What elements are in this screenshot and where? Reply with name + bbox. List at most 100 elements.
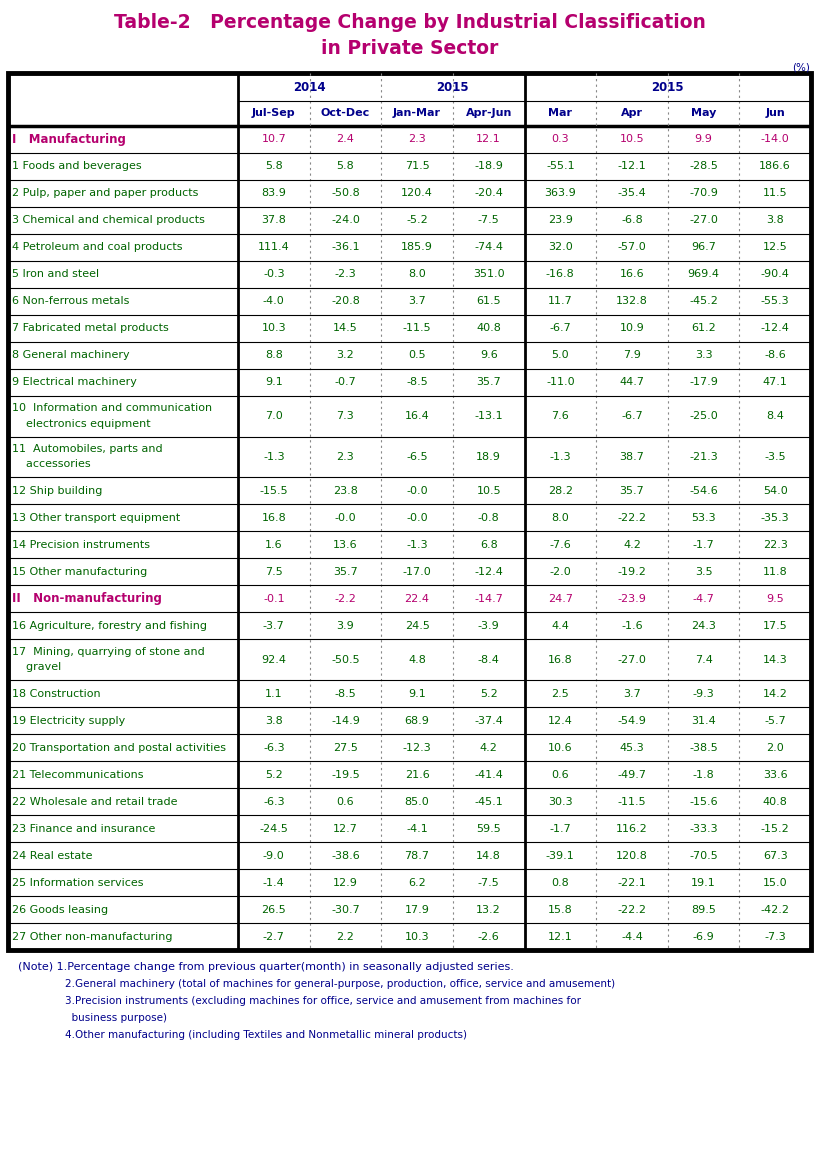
Text: 3.8: 3.8 <box>265 716 283 725</box>
Text: -12.4: -12.4 <box>474 566 503 577</box>
Text: -0.8: -0.8 <box>477 512 500 523</box>
Text: 3.2: 3.2 <box>337 350 355 361</box>
Text: 22.4: 22.4 <box>405 594 429 604</box>
Text: -8.5: -8.5 <box>335 688 356 699</box>
Text: -57.0: -57.0 <box>618 242 646 253</box>
Text: 16.6: 16.6 <box>620 269 645 279</box>
Text: 96.7: 96.7 <box>691 242 716 253</box>
Text: -37.4: -37.4 <box>474 716 503 725</box>
Text: -17.0: -17.0 <box>403 566 432 577</box>
Text: -21.3: -21.3 <box>689 452 718 462</box>
Text: 7.4: 7.4 <box>695 655 713 665</box>
Text: -20.8: -20.8 <box>331 296 360 307</box>
Text: -24.0: -24.0 <box>331 216 360 225</box>
Text: (Note) 1.Percentage change from previous quarter(month) in seasonally adjusted s: (Note) 1.Percentage change from previous… <box>18 962 514 972</box>
Text: 11.7: 11.7 <box>548 296 572 307</box>
Text: -24.5: -24.5 <box>260 824 288 833</box>
Text: 67.3: 67.3 <box>762 850 788 861</box>
Text: -27.0: -27.0 <box>689 216 718 225</box>
Text: 19.1: 19.1 <box>691 878 716 887</box>
Text: 3.3: 3.3 <box>695 350 713 361</box>
Text: -6.3: -6.3 <box>263 796 285 807</box>
Text: 13.6: 13.6 <box>333 540 358 550</box>
Text: -54.9: -54.9 <box>618 716 646 725</box>
Text: 61.5: 61.5 <box>477 296 501 307</box>
Text: 4.2: 4.2 <box>480 742 498 753</box>
Text: 83.9: 83.9 <box>261 188 287 199</box>
Text: 59.5: 59.5 <box>477 824 501 833</box>
Text: 10.3: 10.3 <box>405 932 429 941</box>
Text: 9.5: 9.5 <box>767 594 784 604</box>
Text: 2.3: 2.3 <box>337 452 355 462</box>
Text: -33.3: -33.3 <box>690 824 718 833</box>
Text: gravel: gravel <box>12 662 61 672</box>
Text: 11  Automobiles, parts and: 11 Automobiles, parts and <box>12 444 163 454</box>
Text: 9 Electrical machinery: 9 Electrical machinery <box>12 377 137 387</box>
Text: 16.8: 16.8 <box>548 655 572 665</box>
Text: -49.7: -49.7 <box>618 770 646 779</box>
Text: 6.8: 6.8 <box>480 540 498 550</box>
Text: 13 Other transport equipment: 13 Other transport equipment <box>12 512 180 523</box>
Text: 2.2: 2.2 <box>337 932 355 941</box>
Text: 6 Non-ferrous metals: 6 Non-ferrous metals <box>12 296 129 307</box>
Text: 2.General machinery (total of machines for general-purpose, production, office, : 2.General machinery (total of machines f… <box>66 979 615 989</box>
Text: 20 Transportation and postal activities: 20 Transportation and postal activities <box>12 742 226 753</box>
Text: 13.2: 13.2 <box>477 904 501 915</box>
Text: 16.8: 16.8 <box>261 512 286 523</box>
Text: -22.2: -22.2 <box>618 512 646 523</box>
Text: in Private Sector: in Private Sector <box>321 39 498 57</box>
Text: 30.3: 30.3 <box>548 796 572 807</box>
Text: 12.9: 12.9 <box>333 878 358 887</box>
Text: -12.4: -12.4 <box>761 323 790 333</box>
Text: II   Non-manufacturing: II Non-manufacturing <box>12 593 162 606</box>
Text: 0.3: 0.3 <box>551 134 569 145</box>
Text: -22.1: -22.1 <box>618 878 646 887</box>
Text: 9.1: 9.1 <box>265 377 283 387</box>
Text: 14.2: 14.2 <box>762 688 788 699</box>
Text: 21.6: 21.6 <box>405 770 429 779</box>
Text: -1.6: -1.6 <box>621 620 643 631</box>
Text: 17.9: 17.9 <box>405 904 429 915</box>
Text: 33.6: 33.6 <box>762 770 788 779</box>
Text: Jan-Mar: Jan-Mar <box>393 108 441 118</box>
Text: -1.7: -1.7 <box>550 824 571 833</box>
Text: -2.0: -2.0 <box>550 566 571 577</box>
Text: 3.Precision instruments (excluding machines for office, service and amusement fr: 3.Precision instruments (excluding machi… <box>66 996 581 1007</box>
Text: 1.1: 1.1 <box>265 688 283 699</box>
Text: -0.0: -0.0 <box>335 512 356 523</box>
Text: 16.4: 16.4 <box>405 411 429 422</box>
Text: 22 Wholesale and retail trade: 22 Wholesale and retail trade <box>12 796 178 807</box>
Text: 24 Real estate: 24 Real estate <box>12 850 93 861</box>
Text: -11.0: -11.0 <box>546 377 575 387</box>
Text: -39.1: -39.1 <box>546 850 575 861</box>
Text: -4.4: -4.4 <box>621 932 643 941</box>
Text: -4.7: -4.7 <box>693 594 714 604</box>
Text: 21 Telecommunications: 21 Telecommunications <box>12 770 143 779</box>
Text: 2015: 2015 <box>437 80 469 94</box>
Text: 35.7: 35.7 <box>333 566 358 577</box>
Text: -6.7: -6.7 <box>621 411 643 422</box>
Text: 2.3: 2.3 <box>408 134 426 145</box>
Text: -16.8: -16.8 <box>546 269 575 279</box>
Text: -9.0: -9.0 <box>263 850 285 861</box>
Text: -45.2: -45.2 <box>689 296 718 307</box>
Text: 2.5: 2.5 <box>551 688 569 699</box>
Text: 35.7: 35.7 <box>619 486 645 496</box>
Text: -8.6: -8.6 <box>764 350 786 361</box>
Text: -90.4: -90.4 <box>761 269 790 279</box>
Text: 8.0: 8.0 <box>408 269 426 279</box>
Text: -6.5: -6.5 <box>406 452 428 462</box>
Text: 23 Finance and insurance: 23 Finance and insurance <box>12 824 156 833</box>
Text: 8.4: 8.4 <box>767 411 784 422</box>
Text: -1.7: -1.7 <box>693 540 714 550</box>
Text: 12.7: 12.7 <box>333 824 358 833</box>
Text: 14.8: 14.8 <box>477 850 501 861</box>
Text: -11.5: -11.5 <box>403 323 432 333</box>
Text: 11.5: 11.5 <box>762 188 788 199</box>
Text: 7.5: 7.5 <box>265 566 283 577</box>
Text: 19 Electricity supply: 19 Electricity supply <box>12 716 125 725</box>
Text: -0.1: -0.1 <box>263 594 285 604</box>
Text: -35.3: -35.3 <box>761 512 790 523</box>
Text: 10.5: 10.5 <box>620 134 645 145</box>
Text: -15.5: -15.5 <box>260 486 288 496</box>
